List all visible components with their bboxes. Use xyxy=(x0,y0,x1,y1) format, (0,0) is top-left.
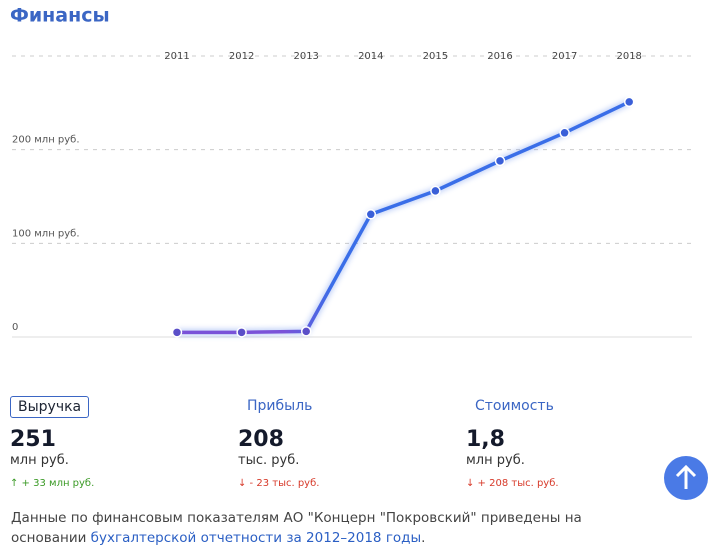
note-link[interactable]: бухгалтерской отчетности за 2012–2018 го… xyxy=(90,530,422,546)
metric-tab[interactable]: Выручка xyxy=(10,396,90,418)
metric-value: 251 xyxy=(10,427,56,452)
metric-tab[interactable]: Стоимость xyxy=(475,398,554,414)
metric-change: ↑ + 33 млн руб. xyxy=(10,478,95,489)
x-tick-label: 2014 xyxy=(358,51,383,62)
metric-unit: тыс. руб. xyxy=(238,453,300,468)
note: Данные по финансовым показателям АО "Кон… xyxy=(11,508,651,548)
note-end: . xyxy=(421,530,426,546)
note-text: Данные по финансовым показателям АО "Кон… xyxy=(11,510,582,546)
metric-change: ↓ + 208 тыс. руб. xyxy=(466,478,559,489)
metric-unit: млн руб. xyxy=(10,453,69,468)
x-tick-label: 2015 xyxy=(423,51,448,62)
x-tick-label: 2012 xyxy=(229,51,254,62)
metric-unit: млн руб. xyxy=(466,453,525,468)
point xyxy=(623,96,635,108)
point xyxy=(300,326,312,337)
x-tick-label: 2017 xyxy=(552,51,577,62)
point xyxy=(494,155,506,167)
arrow-icon xyxy=(675,464,697,489)
point xyxy=(559,127,570,139)
x-tick-label: 2011 xyxy=(164,51,189,62)
point xyxy=(236,327,247,338)
line xyxy=(177,100,630,335)
scroll-up-button[interactable] xyxy=(664,456,708,500)
chart: Финансы 0 100 млн руб. 200 млн руб. 2011 201… xyxy=(10,5,692,338)
x-tick-label: 2013 xyxy=(293,51,318,62)
metric-tab[interactable]: Прибыль xyxy=(247,398,313,414)
x-tick-label: 2016 xyxy=(487,51,512,62)
point xyxy=(430,185,441,197)
metric-value: 1,8 xyxy=(466,427,505,452)
x-tick-label: 2018 xyxy=(616,51,641,62)
point xyxy=(171,327,183,338)
metric-value: 208 xyxy=(238,427,284,452)
point xyxy=(365,209,377,220)
chart-title: Финансы xyxy=(10,5,110,27)
y-tick-label: 100 млн руб. xyxy=(12,228,80,239)
metric-change: ↓ - 23 тыс. руб. xyxy=(238,478,320,489)
y-tick-label: 0 xyxy=(12,322,18,333)
y-tick-label: 200 млн руб. xyxy=(12,135,80,146)
